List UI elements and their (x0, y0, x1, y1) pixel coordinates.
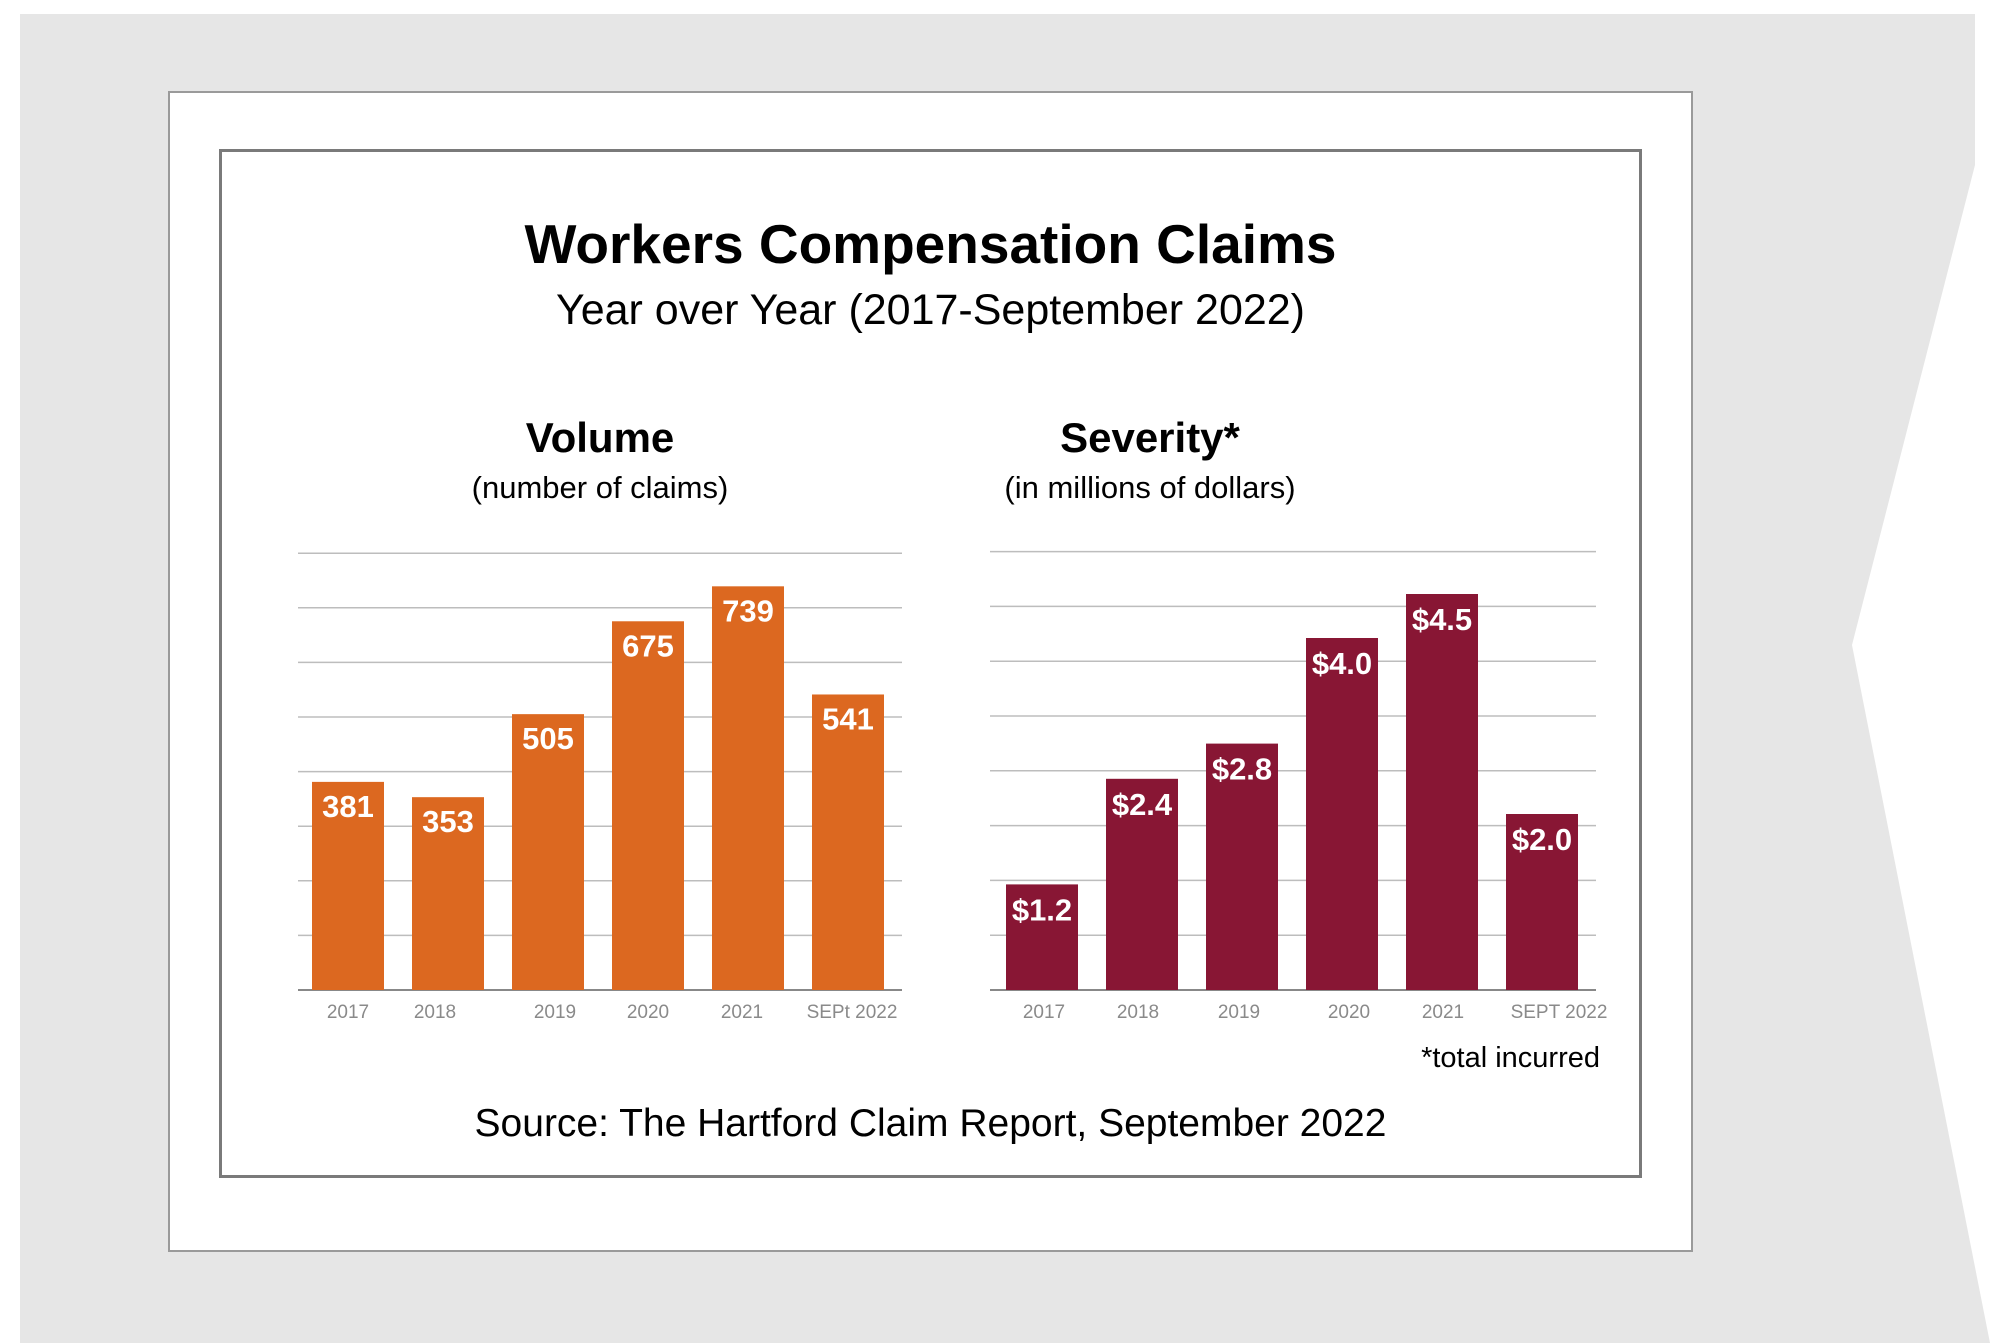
severity-bar (1206, 743, 1278, 990)
severity-value-label: $2.4 (1112, 787, 1173, 822)
severity-chart: $1.2 2017 $2.4 2018 $2.8 2019 $4.0 2020 $4.5 2021… (990, 550, 1608, 1023)
severity-tick-label: 2018 (1117, 1002, 1159, 1023)
severity-bar (1506, 814, 1578, 990)
volume-value-label: 675 (622, 628, 674, 663)
severity-value-label: $1.2 (1012, 892, 1072, 927)
severity-subtitle: (in millions of dollars) (1004, 470, 1296, 505)
chart-title: Workers Compensation Claims (524, 213, 1337, 275)
severity-value-label: $4.5 (1412, 602, 1472, 637)
volume-tick-label: SEPt 2022 (807, 1002, 898, 1023)
severity-tick-label: SEPT 2022 (1511, 1002, 1608, 1023)
severity-tick-label: 2021 (1422, 1002, 1464, 1023)
source-note: Source: The Hartford Claim Report, Septe… (474, 1102, 1387, 1145)
volume-tick-label: 2021 (721, 1002, 763, 1023)
severity-value-label: $2.0 (1512, 822, 1572, 857)
volume-tick-label: 2019 (534, 1002, 576, 1023)
volume-value-label: 353 (422, 804, 474, 839)
volume-chart: 381 2017 353 2018 505 2019 675 2020 739 2021 541 SE… (298, 552, 902, 1023)
severity-bar (1406, 594, 1478, 990)
severity-bar (1006, 884, 1078, 990)
chart-subtitle: Year over Year (2017-September 2022) (555, 286, 1306, 334)
severity-tick-label: 2017 (1023, 1002, 1065, 1023)
volume-bar (812, 694, 884, 990)
volume-tick-label: 2018 (414, 1002, 456, 1023)
volume-bar (512, 714, 584, 990)
chart-card (219, 149, 1642, 1178)
volume-value-label: 505 (522, 721, 574, 756)
volume-value-label: 739 (722, 593, 774, 628)
volume-bar (412, 797, 484, 990)
severity-title: Severity* (1060, 414, 1240, 461)
volume-value-label: 381 (322, 789, 374, 824)
severity-tick-label: 2020 (1328, 1002, 1370, 1023)
severity-value-label: $4.0 (1312, 646, 1372, 681)
volume-subtitle: (number of claims) (471, 470, 729, 505)
volume-tick-label: 2020 (627, 1002, 669, 1023)
severity-value-label: $2.8 (1212, 752, 1272, 787)
volume-bar (612, 621, 684, 990)
volume-value-label: 541 (822, 701, 874, 736)
severity-tick-label: 2019 (1218, 1002, 1260, 1023)
volume-tick-label: 2017 (327, 1002, 369, 1023)
volume-bar (312, 781, 384, 990)
severity-bar (1306, 638, 1378, 990)
volume-title: Volume (525, 414, 675, 461)
severity-bar (1106, 778, 1178, 990)
footnote: *total incurred (1421, 1042, 1600, 1074)
volume-bar (712, 586, 784, 990)
